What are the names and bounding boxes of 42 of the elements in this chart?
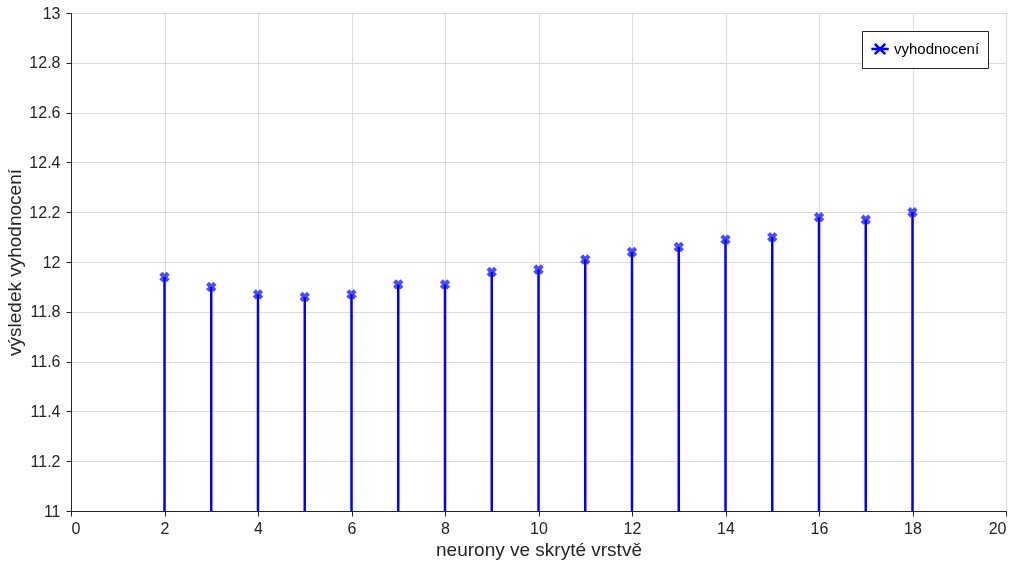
x-tick-label: 20: [988, 519, 1007, 537]
point: [533, 264, 544, 275]
point: [767, 231, 778, 243]
x-axis-title: neurony ve skryté vrstvě: [436, 538, 642, 560]
y-tick-label: 11.4: [30, 402, 61, 420]
x-tick-label: 10: [530, 519, 548, 537]
y-tick-label: 11.6: [30, 353, 61, 371]
point: [486, 266, 497, 278]
x-tick-label: 0: [71, 519, 81, 537]
point: [206, 281, 217, 293]
point: [299, 291, 310, 303]
point: [159, 271, 170, 283]
x-tick-label: 6: [347, 519, 357, 537]
x-tick-label: 12: [623, 519, 642, 537]
y-tick-label: 12.8: [29, 54, 61, 72]
point: [393, 279, 404, 290]
y-tick-label: 12.6: [29, 104, 61, 122]
x-tick-label: 18: [904, 519, 922, 537]
point: [626, 246, 638, 258]
y-tick-label: 11.8: [30, 303, 61, 321]
point: [720, 234, 731, 245]
x-tick-label: 2: [160, 519, 170, 537]
legend-label: vyhodnocení: [894, 40, 980, 57]
x-tick-label: 8: [441, 519, 451, 537]
x-tick-label: 14: [717, 519, 735, 537]
x-tick-label: 16: [810, 519, 829, 537]
y-tick-label: 12: [42, 253, 61, 271]
y-axis-title: výsledek vyhodnocení: [4, 168, 26, 356]
point: [439, 279, 451, 290]
point: [673, 241, 684, 253]
point: [907, 207, 918, 218]
point: [813, 211, 825, 223]
y-tick-label: 12.4: [29, 153, 61, 171]
x-tick-label: 4: [254, 519, 264, 537]
y-tick-label: 12.2: [29, 203, 61, 221]
y-tick-label: 13: [42, 4, 61, 22]
y-tick-label: 11: [43, 502, 61, 520]
point: [346, 289, 357, 300]
point: [580, 254, 591, 265]
y-tick-label: 11.2: [30, 452, 61, 470]
point: [252, 289, 264, 300]
point: [860, 214, 871, 225]
